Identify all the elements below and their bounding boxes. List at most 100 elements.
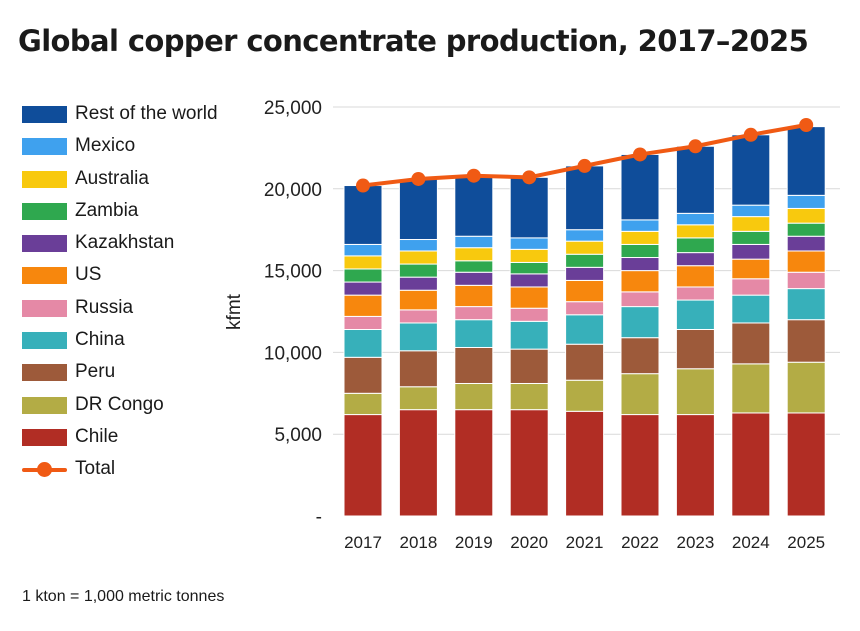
bar-dr-congo-2024 xyxy=(731,363,771,414)
bar-dr-congo-2017 xyxy=(343,392,383,416)
x-tick-label: 2025 xyxy=(787,533,825,552)
legend-swatch xyxy=(22,202,67,220)
bar-mexico-2022 xyxy=(620,219,660,232)
bar-russia-2023 xyxy=(675,286,715,301)
bar-zambia-2022 xyxy=(620,243,660,259)
legend-label: China xyxy=(75,329,125,351)
bar-chile-2020 xyxy=(509,409,549,517)
bar-peru-2021 xyxy=(565,343,605,381)
bar-kazakhstan-2018 xyxy=(398,276,438,291)
bar-australia-2020 xyxy=(509,248,549,263)
total-point-2020 xyxy=(522,170,537,185)
bar-russia-2022 xyxy=(620,291,660,308)
bar-australia-2024 xyxy=(731,216,771,232)
legend-swatch xyxy=(22,138,67,156)
bar-australia-2017 xyxy=(343,255,383,270)
bar-china-2022 xyxy=(620,306,660,339)
bar-rest-of-the-world-2018 xyxy=(398,178,438,241)
bar-dr-congo-2023 xyxy=(675,368,715,416)
legend-swatch xyxy=(22,170,67,188)
bar-rest-of-the-world-2023 xyxy=(675,145,715,214)
bar-australia-2021 xyxy=(565,240,605,255)
bar-russia-2018 xyxy=(398,309,438,324)
bar-mexico-2023 xyxy=(675,212,715,226)
y-tick-label: 5,000 xyxy=(274,425,322,446)
legend-item-russia: Russia xyxy=(22,294,252,326)
bar-russia-2021 xyxy=(565,301,605,316)
bar-zambia-2020 xyxy=(509,261,549,275)
bar-zambia-2025 xyxy=(786,222,826,237)
bar-zambia-2017 xyxy=(343,268,383,283)
x-tick-label: 2018 xyxy=(399,533,437,552)
bar-peru-2023 xyxy=(675,328,715,370)
legend-label: Russia xyxy=(75,296,134,318)
chart-plot: - 5,000 10,000 15,000 20,000 25,000 kfmt 2017 20… xyxy=(224,98,840,552)
bar-peru-2025 xyxy=(786,319,826,363)
bar-peru-2017 xyxy=(343,356,383,394)
bar-australia-2019 xyxy=(454,247,494,262)
y-tick-label: 10,000 xyxy=(264,343,322,364)
bar-rest-of-the-world-2022 xyxy=(620,153,660,221)
legend-label: Zambia xyxy=(75,199,139,221)
legend-label: Peru xyxy=(75,361,116,383)
total-point-2023 xyxy=(688,139,703,154)
bar-us-2025 xyxy=(786,250,826,273)
bar-chile-2024 xyxy=(731,412,771,517)
bar-china-2023 xyxy=(675,299,715,330)
bar-chile-2017 xyxy=(343,414,383,517)
bar-dr-congo-2021 xyxy=(565,379,605,412)
y-tick-label: 20,000 xyxy=(264,180,322,201)
bar-zambia-2024 xyxy=(731,230,771,245)
legend-label: Australia xyxy=(75,167,149,189)
bar-peru-2024 xyxy=(731,322,771,365)
bar-zambia-2018 xyxy=(398,263,438,278)
bar-russia-2020 xyxy=(509,307,549,322)
bar-rest-of-the-world-2024 xyxy=(731,134,771,206)
x-tick-label: 2019 xyxy=(455,533,493,552)
bar-us-2017 xyxy=(343,294,383,317)
total-point-2017 xyxy=(356,178,370,193)
x-tick-label: 2023 xyxy=(676,533,714,552)
y-tick-label: - xyxy=(316,507,322,528)
bar-us-2024 xyxy=(731,258,771,280)
bar-china-2018 xyxy=(398,322,438,352)
bar-dr-congo-2018 xyxy=(398,386,438,411)
legend-swatch xyxy=(22,364,67,382)
bar-rest-of-the-world-2020 xyxy=(509,176,549,239)
legend-item-total: Total xyxy=(22,455,252,487)
legend-label: Mexico xyxy=(75,135,136,157)
legend-swatch xyxy=(22,396,67,414)
bar-rest-of-the-world-2025 xyxy=(786,126,826,196)
bar-mexico-2019 xyxy=(454,235,494,249)
legend-swatch xyxy=(22,235,67,253)
bar-rest-of-the-world-2017 xyxy=(343,185,383,245)
bar-kazakhstan-2021 xyxy=(565,266,605,281)
bar-mexico-2025 xyxy=(786,194,826,209)
bar-australia-2023 xyxy=(675,224,715,239)
legend-label: Kazakhstan xyxy=(75,232,175,254)
bar-china-2017 xyxy=(343,328,383,358)
total-point-2019 xyxy=(466,168,481,183)
bar-us-2021 xyxy=(565,279,605,303)
legend-dot-marker xyxy=(37,462,52,478)
bar-chile-2025 xyxy=(786,412,826,517)
bar-russia-2025 xyxy=(786,271,826,290)
x-tick-label: 2024 xyxy=(732,533,770,552)
bar-us-2019 xyxy=(454,284,494,308)
legend-item-us: US xyxy=(22,261,252,293)
bar-kazakhstan-2022 xyxy=(620,257,660,272)
bar-chile-2019 xyxy=(454,409,494,517)
legend-label: Rest of the world xyxy=(75,103,218,124)
legend-swatch xyxy=(22,106,67,123)
legend-item-chile: Chile xyxy=(22,423,252,455)
bar-mexico-2024 xyxy=(731,204,771,218)
bar-china-2024 xyxy=(731,294,771,324)
bar-china-2021 xyxy=(565,314,605,345)
y-tick-label: 15,000 xyxy=(264,262,322,283)
legend-item-australia: Australia xyxy=(22,165,252,197)
legend-label: Total xyxy=(75,458,116,480)
total-point-2025 xyxy=(799,117,814,132)
legend-item-dr-congo: DR Congo xyxy=(22,391,252,423)
bar-peru-2020 xyxy=(509,348,549,384)
legend-swatch xyxy=(22,299,67,317)
